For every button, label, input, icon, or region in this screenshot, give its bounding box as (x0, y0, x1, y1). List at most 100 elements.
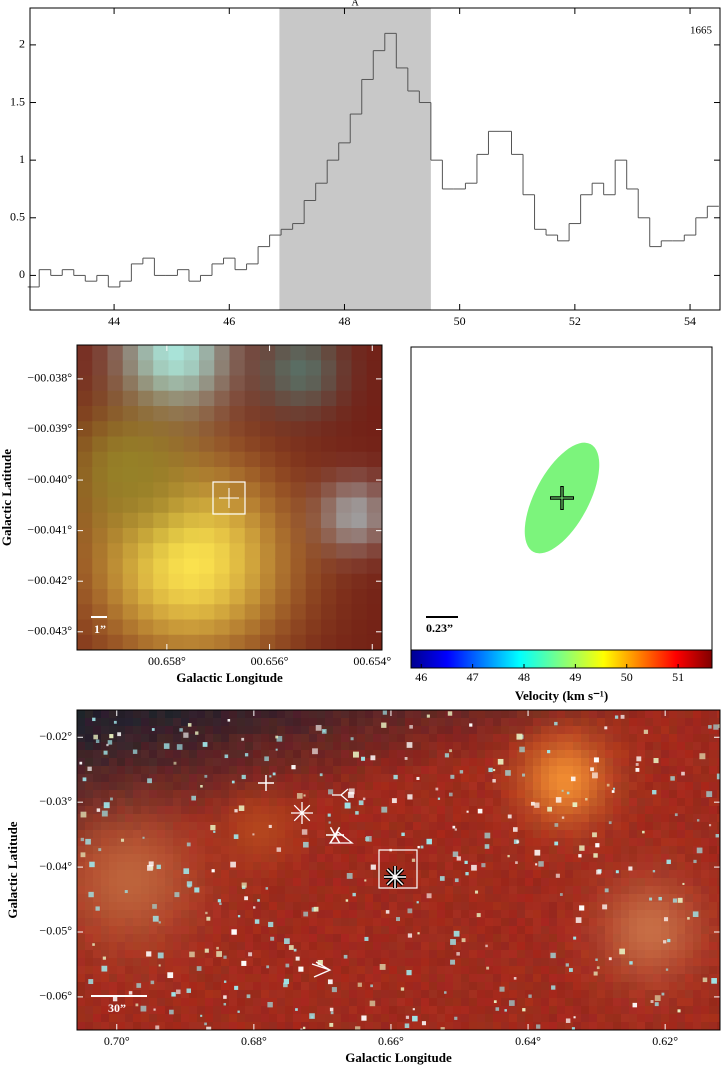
star (406, 742, 413, 748)
image-pixel (221, 918, 230, 927)
image-pixel (157, 966, 166, 975)
colorbar-tick-label: 46 (415, 670, 427, 684)
image-pixel (309, 798, 318, 807)
image-pixel (92, 467, 108, 483)
image-pixel (122, 482, 139, 498)
image-pixel (285, 902, 294, 911)
image-pixel (165, 846, 174, 855)
image-pixel (157, 822, 166, 831)
image-pixel (413, 814, 422, 823)
image-pixel (469, 1006, 478, 1015)
image-pixel (77, 774, 86, 783)
image-pixel (168, 543, 185, 559)
image-pixel (469, 806, 478, 815)
image-pixel (685, 718, 694, 727)
image-pixel (199, 634, 215, 650)
image-pixel (92, 482, 108, 498)
image-pixel (525, 966, 534, 975)
image-pixel (461, 710, 470, 719)
image-pixel (173, 854, 182, 863)
star (412, 1015, 418, 1022)
image-pixel (293, 990, 302, 999)
image-pixel (153, 482, 169, 498)
image-pixel (183, 421, 200, 437)
axes-frame (76, 709, 721, 1031)
image-pixel (245, 854, 254, 863)
image-pixel (277, 798, 286, 807)
image-pixel (237, 926, 246, 935)
image-pixel (629, 854, 638, 863)
image-pixel (637, 950, 646, 959)
shaded-region (279, 8, 431, 310)
image-pixel (661, 1014, 670, 1023)
image-pixel (149, 942, 158, 951)
image-pixel (122, 619, 139, 636)
image-pixel (517, 766, 526, 775)
image-pixel (205, 838, 214, 847)
image-pixel (517, 798, 526, 807)
x-tick-label: 52 (569, 314, 581, 328)
image-pixel (373, 814, 382, 823)
image-pixel (373, 798, 382, 807)
image-pixel (77, 830, 86, 839)
image-pixel (261, 878, 270, 887)
image-pixel (525, 726, 534, 735)
image-pixel (517, 966, 526, 975)
image-pixel (501, 726, 510, 735)
star (370, 864, 376, 870)
star (579, 905, 585, 911)
image-pixel (168, 589, 185, 605)
image-pixel (629, 822, 638, 831)
image-pixel (173, 918, 182, 927)
image-pixel (373, 742, 382, 751)
star (661, 992, 665, 996)
image-pixel (122, 543, 139, 559)
image-pixel (325, 894, 334, 903)
image-pixel (357, 838, 366, 847)
image-pixel (229, 482, 246, 498)
image-pixel (214, 436, 230, 453)
image-pixel (445, 766, 454, 775)
image-pixel (221, 766, 230, 775)
image-pixel (85, 774, 94, 783)
image-pixel (613, 726, 622, 735)
image-pixel (565, 942, 574, 951)
image-pixel (237, 982, 246, 991)
image-pixel (533, 982, 542, 991)
image-pixel (197, 934, 206, 943)
image-pixel (549, 1006, 558, 1015)
image-pixel (461, 718, 470, 727)
image-pixel (237, 1014, 246, 1023)
image-pixel (125, 790, 134, 799)
star (187, 884, 191, 888)
image-pixel (168, 345, 185, 361)
image-pixel (107, 390, 124, 407)
image-pixel (153, 558, 169, 575)
image-pixel (437, 726, 446, 735)
image-pixel (253, 926, 262, 935)
image-pixel (389, 726, 398, 735)
star (92, 943, 95, 946)
image-pixel (445, 814, 454, 823)
star (361, 1015, 367, 1021)
image-pixel (477, 862, 486, 871)
image-pixel (565, 910, 574, 919)
image-pixel (357, 830, 366, 839)
image-pixel (621, 1014, 630, 1023)
image-pixel (597, 814, 606, 823)
image-pixel (290, 634, 307, 650)
image-pixel (277, 782, 286, 791)
image-pixel (321, 375, 337, 392)
image-pixel (92, 375, 108, 392)
image-pixel (589, 934, 598, 943)
image-pixel (275, 436, 291, 453)
x-axis-label: Galactic Longitude (176, 670, 283, 685)
image-pixel (117, 758, 126, 767)
image-pixel (677, 766, 686, 775)
image-pixel (413, 1022, 422, 1030)
star (499, 986, 505, 992)
image-pixel (277, 790, 286, 799)
image-pixel (309, 918, 318, 927)
image-pixel (477, 782, 486, 791)
image-pixel (685, 966, 694, 975)
